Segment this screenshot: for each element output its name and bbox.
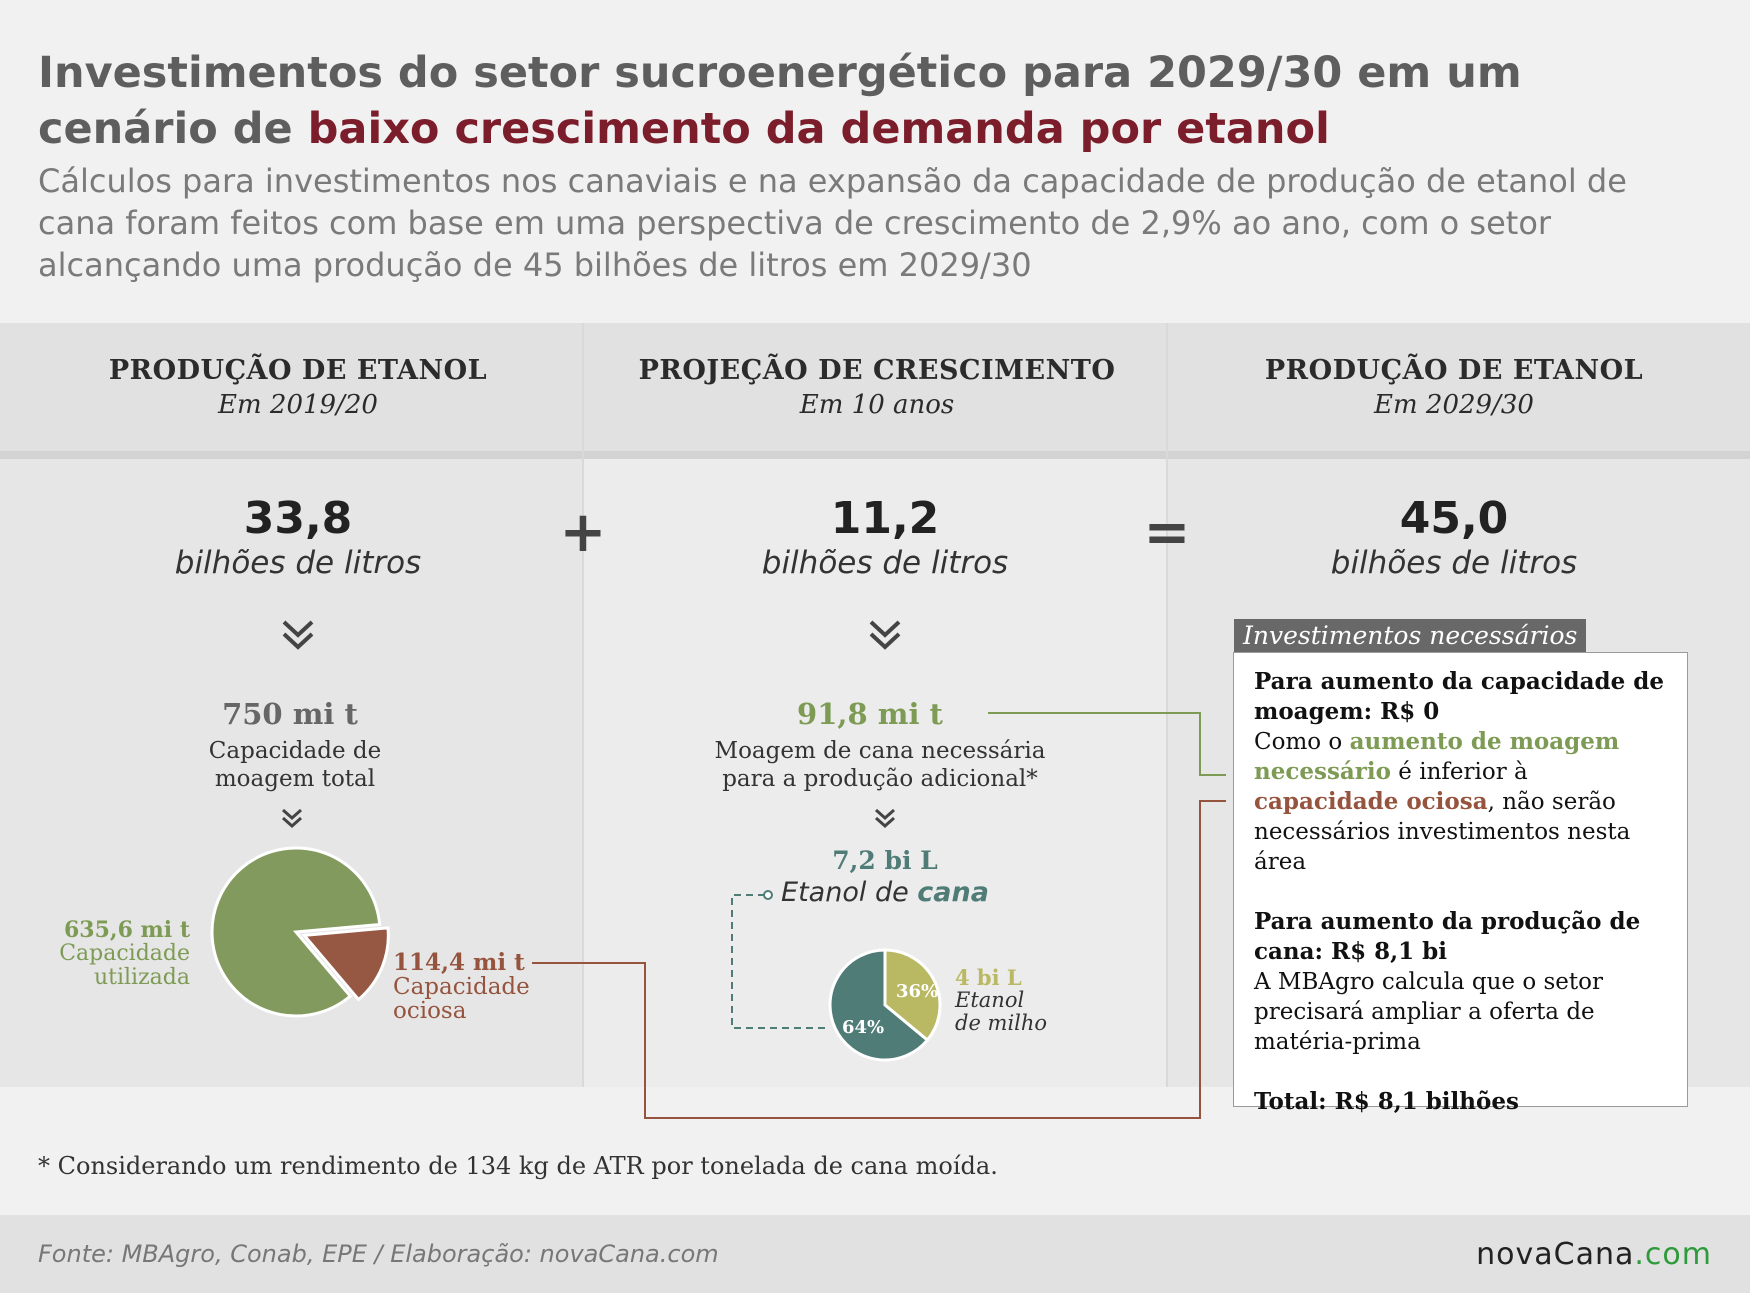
source-credit: Fonte: MBAgro, Conab, EPE / Elaboração: … bbox=[38, 1240, 719, 1268]
cane-label-line: Moagem de cana necessária bbox=[714, 738, 1046, 764]
cane-label: Moagem de cana necessária para a produçã… bbox=[680, 737, 1080, 793]
idle-capacity-value: 114,4 mi t bbox=[393, 949, 525, 976]
growth-unit: bilhões de litros bbox=[761, 545, 1009, 581]
cane-value: 91,8 mi t bbox=[797, 697, 943, 731]
corn-ethanol-value: 4 bi L bbox=[955, 965, 1022, 990]
investment-text: Como o bbox=[1254, 729, 1350, 755]
idle-capacity-label: 114,4 mi t Capacidade ociosa bbox=[393, 949, 563, 1024]
double-chevron-down-icon bbox=[875, 808, 895, 829]
investment-text: é inferior à bbox=[1391, 759, 1528, 785]
used-capacity-slice bbox=[210, 846, 382, 1018]
column-divider bbox=[582, 323, 584, 1087]
equals-operator: = bbox=[1143, 500, 1191, 565]
investments-tab: Investimentos necessários bbox=[1234, 619, 1587, 652]
investment-highlight-green: aumento de moagem necessário bbox=[1254, 728, 1620, 785]
title-part: Investimentos do setor sucroenergético p… bbox=[38, 48, 1522, 154]
double-chevron-down-icon bbox=[282, 808, 302, 829]
header: Investimentos do setor sucroenergético p… bbox=[0, 0, 1750, 323]
capacity-value: 750 mi t bbox=[222, 697, 358, 731]
production-2029-value: 45,0 bbox=[1399, 493, 1509, 544]
capacity-label-line: moagem total bbox=[214, 766, 376, 792]
corn-share-label: 36% bbox=[896, 981, 939, 1002]
logo-suffix: .com bbox=[1634, 1237, 1712, 1272]
column-header-band bbox=[0, 323, 1750, 451]
capacity-pie bbox=[210, 846, 390, 1018]
double-chevron-down-icon bbox=[869, 620, 901, 650]
capacity-pie-chart bbox=[210, 846, 390, 1018]
cane-share-label: 64% bbox=[842, 1017, 885, 1038]
column-heading: PRODUÇÃO DE ETANOL bbox=[1264, 355, 1644, 386]
novacana-logo: novaCana.com bbox=[1476, 1237, 1712, 1272]
column-header-right: PRODUÇÃO DE ETANOL Em 2029/30 bbox=[1194, 355, 1714, 420]
footer bbox=[0, 1215, 1750, 1293]
plus-operator: + bbox=[559, 500, 607, 565]
growth-value: 11,2 bbox=[830, 493, 940, 544]
connector-dot-icon bbox=[763, 890, 773, 900]
double-chevron-down-icon bbox=[282, 620, 314, 650]
capacity-label-line: Capacidade de bbox=[208, 738, 382, 764]
production-2029-unit: bilhões de litros bbox=[1330, 545, 1578, 581]
footnote: * Considerando um rendimento de 134 kg d… bbox=[38, 1152, 998, 1180]
column-subheading: Em 2019/20 bbox=[218, 390, 378, 420]
investment-text: , não serão necessários investimentos ne… bbox=[1254, 789, 1631, 875]
column-subheading: Em 2029/30 bbox=[1374, 390, 1534, 420]
ethanol-pie-chart bbox=[731, 890, 942, 1062]
corn-ethanol-text: de milho bbox=[955, 1011, 1048, 1035]
cane-label-line: para a produção adicional* bbox=[722, 766, 1038, 792]
corn-ethanol-label: 4 bi L Etanol de milho bbox=[955, 966, 1047, 1035]
column-header-left: PRODUÇÃO DE ETANOL Em 2019/20 bbox=[38, 355, 558, 420]
used-capacity-text: Capacidade bbox=[59, 941, 190, 966]
used-capacity-value: 635,6 mi t bbox=[63, 917, 190, 943]
column-subheading: Em 10 anos bbox=[799, 390, 955, 420]
used-capacity-text: utilizada bbox=[93, 965, 190, 990]
page-subtitle: Cálculos para investimentos nos canaviai… bbox=[38, 162, 1627, 284]
ethanol-pie bbox=[828, 948, 942, 1062]
investment-text: A MBAgro calcula que o setor precisará a… bbox=[1254, 969, 1603, 1055]
page-title: Investimentos do setor sucroenergético p… bbox=[38, 45, 1698, 157]
logo-main: novaCana bbox=[1476, 1237, 1635, 1272]
used-capacity-label: 635,6 mi t Capacidade utilizada bbox=[20, 918, 190, 990]
dashed-connector bbox=[731, 894, 828, 1029]
column-heading: PROJEÇÃO DE CRESCIMENTO bbox=[638, 355, 1116, 386]
column-header-shadow bbox=[0, 451, 1750, 459]
capacity-label: Capacidade de moagem total bbox=[140, 737, 450, 793]
column-heading: PRODUÇÃO DE ETANOL bbox=[108, 355, 488, 386]
idle-capacity-slice bbox=[301, 926, 390, 1002]
investment-total: Total: R$ 8,1 bilhões bbox=[1254, 1088, 1519, 1115]
corn-ethanol-text: Etanol bbox=[955, 988, 1025, 1012]
idle-capacity-text: Capacidade bbox=[393, 974, 530, 1000]
column-divider bbox=[1166, 323, 1168, 1087]
idle-capacity-text: ociosa bbox=[393, 998, 467, 1024]
cane-ethanol-value: 7,2 bi L bbox=[832, 846, 938, 875]
investment-section-title: Para aumento da capacidade de moagem: R$… bbox=[1254, 668, 1664, 725]
investment-highlight-red: capacidade ociosa bbox=[1254, 788, 1488, 815]
production-2019-unit: bilhões de litros bbox=[174, 545, 422, 581]
production-2019-value: 33,8 bbox=[243, 493, 353, 544]
title-highlight: baixo crescimento da demanda por etanol bbox=[307, 104, 1330, 154]
investment-section-title: Para aumento da produção de cana: R$ 8,1… bbox=[1254, 908, 1641, 965]
column-header-middle: PROJEÇÃO DE CRESCIMENTO Em 10 anos bbox=[617, 355, 1137, 420]
investments-box: Para aumento da capacidade de moagem: R$… bbox=[1233, 652, 1688, 1115]
